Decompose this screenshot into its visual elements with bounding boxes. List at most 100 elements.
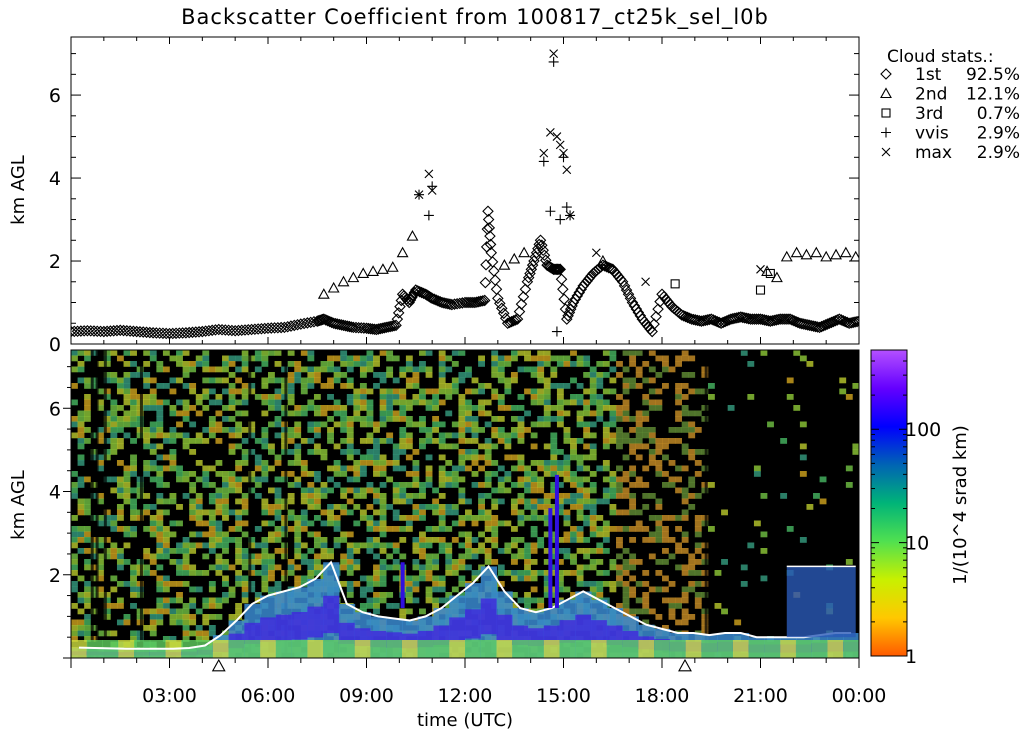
heatmap-noise-cell [648,377,656,384]
heatmap-noise-cell [71,355,78,362]
heatmap-noise-cell [622,608,630,615]
heatmap-noise-cell [130,592,137,598]
heatmap-noise-cell [84,537,91,543]
heatmap-noise-cell [149,526,157,532]
heatmap-noise-cell [478,504,485,510]
heatmap-noise-cell [392,509,400,516]
series-1st-marker [815,320,828,333]
heatmap-noise-cell [346,542,354,549]
series-1st-marker [788,314,800,327]
heatmap-noise-cell [517,432,525,439]
heatmap-noise-cell [123,471,131,477]
heatmap-noise-cell [116,355,124,362]
heatmap-noise-cell [274,405,282,411]
heatmap-noise-cell [445,366,453,373]
heatmap-noise-cell [71,487,78,494]
series-1st-marker [484,238,497,251]
heatmap-noise-cell [491,388,499,395]
heatmap-noise-cell [583,454,591,461]
heatmap-noise-cell [215,597,223,604]
heatmap-noise-cell [497,361,505,367]
heatmap-noise-cell [202,394,210,400]
heatmap-noise-cell [681,449,689,455]
heatmap-noise-cell [550,537,558,543]
heatmap-noise-cell [694,471,702,477]
heatmap-noise-cell [405,377,413,384]
heatmap-noise-cell [458,476,466,483]
heatmap-noise-cell [412,515,420,521]
heatmap-noise-cell [97,454,105,461]
heatmap-noise-cell [465,515,472,521]
heatmap-noise-cell [346,416,354,422]
heatmap-noise-cell [222,592,229,598]
heatmap-noise-cell [668,482,676,488]
heatmap-noise-cell [149,504,157,510]
heatmap-noise-cell [609,482,617,488]
heatmap-noise-cell [596,586,604,593]
heatmap-noise-cell [340,416,348,422]
heatmap-noise-cell [662,366,669,373]
heatmap-noise-cell [156,465,164,472]
series-1st-marker [679,310,692,323]
heatmap-noise-cell [550,454,558,461]
heatmap-noise-cell [563,476,571,483]
heatmap-noise-cell [491,520,499,527]
heatmap-noise-cell [215,498,223,505]
heatmap-noise-cell [517,509,525,516]
heatmap-noise-cell [169,454,177,461]
heatmap-noise-cell [169,581,177,587]
heatmap-noise-cell [681,405,689,411]
heatmap-noise-cell [576,383,584,389]
heatmap-noise-cell [327,383,334,389]
heatmap-noise-cell [432,537,440,543]
series-1st-marker [624,292,637,305]
heatmap-noise-cell [149,355,157,362]
heatmap-noise-cell [235,520,243,527]
heatmap-noise-cell [668,460,676,466]
heatmap-noise-cell [287,399,295,406]
heatmap-noise-cell [110,350,118,356]
series-1st-marker [849,316,859,328]
heatmap-noise-cell [504,361,512,367]
heatmap-noise-cell [563,586,571,593]
heatmap-noise-cell [366,460,374,466]
heatmap-noise-cell [616,509,623,516]
heatmap-noise-cell [412,548,420,554]
heatmap-noise-cell [143,399,151,406]
heatmap-noise-cell [71,537,78,543]
heatmap-noise-cell [333,515,341,521]
heatmap-noise-cell [760,493,768,499]
heatmap-noise-cell [156,482,164,488]
heatmap-noise-cell [176,377,183,384]
series-1st-marker [821,318,834,330]
heatmap-noise-cell [629,537,637,543]
heatmap-noise-cell [313,504,321,510]
heatmap-noise-cell [202,476,210,483]
heatmap-noise-cell [484,520,492,527]
heatmap-noise-cell [471,416,479,422]
heatmap-noise-cell [556,482,564,488]
heatmap-noise-cell [445,460,453,466]
heatmap-noise-cell [550,465,558,472]
heatmap-noise-cell [359,592,367,598]
heatmap-noise-cell [662,471,669,477]
heatmap-noise-cell [425,504,433,510]
heatmap-noise-cell [596,531,604,538]
heatmap-noise-cell [373,520,380,527]
heatmap-noise-cell [465,421,472,428]
heatmap-noise-cell [287,460,295,466]
heatmap-noise-cell [694,460,702,466]
heatmap-noise-cell [465,372,472,378]
heatmap-noise-cell [261,394,269,400]
heatmap-noise-cell [589,498,597,505]
heatmap-noise-cell [471,427,479,433]
heatmap-noise-cell [359,509,367,516]
heatmap-noise-cell [300,526,308,532]
heatmap-noise-cell [373,537,380,543]
heatmap-noise-cell [373,597,380,604]
heatmap-noise-cell [438,421,446,428]
heatmap-noise-cell [84,383,91,389]
heatmap-noise-cell [71,399,78,406]
heatmap-noise-cell [609,355,617,362]
heatmap-noise-cell [386,416,394,422]
